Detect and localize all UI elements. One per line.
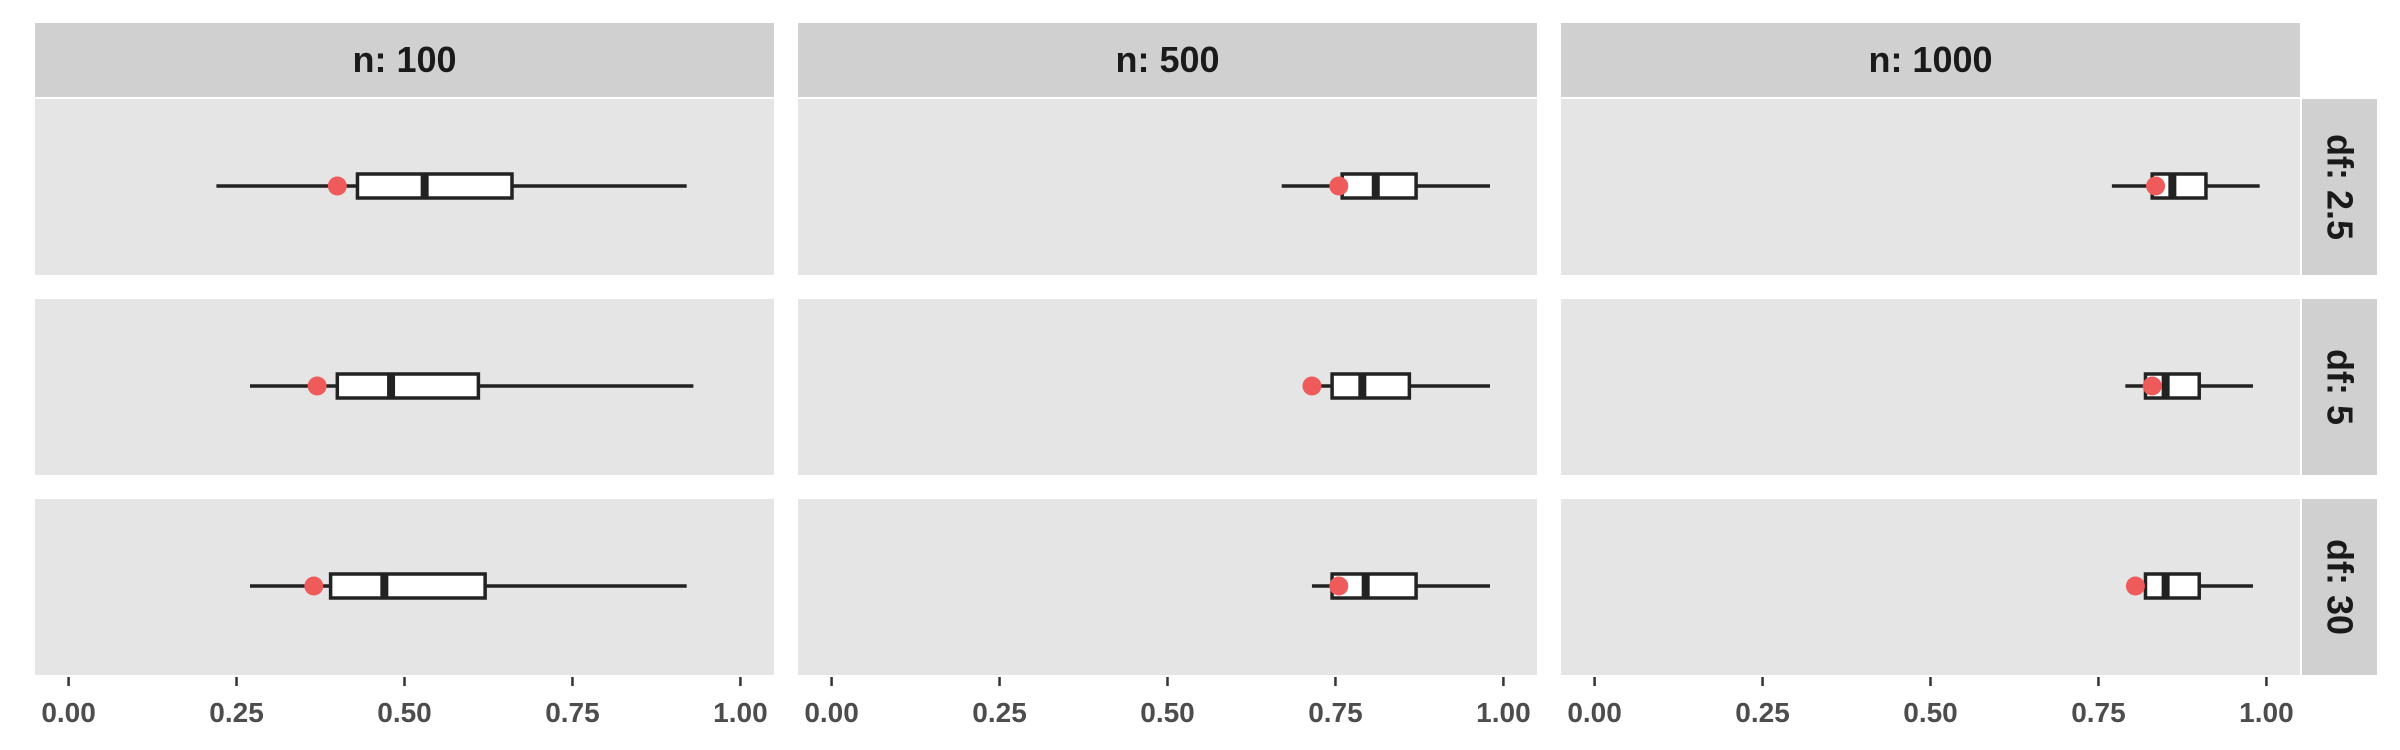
x-tick-label-n-500-1: 0.25 bbox=[972, 697, 1027, 728]
facet-label-n-1000: n: 1000 bbox=[1868, 39, 1992, 80]
box-n-1000-df-30 bbox=[2143, 572, 2201, 600]
point-n-1000-df-2-5 bbox=[2146, 176, 2166, 196]
facet-label-n-100: n: 100 bbox=[352, 39, 456, 80]
facet-label-df-5: df: 5 bbox=[2320, 349, 2361, 425]
facet-label-df-30: df: 30 bbox=[2320, 539, 2361, 635]
facet-label-n-500: n: 500 bbox=[1115, 39, 1219, 80]
box-n-500-df-5 bbox=[1330, 372, 1412, 400]
x-tick-label-n-500-2: 0.50 bbox=[1140, 697, 1195, 728]
box-n-100-df-5 bbox=[335, 372, 481, 400]
point-n-1000-df-30 bbox=[2125, 576, 2145, 596]
point-n-500-df-30 bbox=[1329, 576, 1349, 596]
x-tick-label-n-1000-0: 0.00 bbox=[1567, 697, 1622, 728]
facet-strip-n-100 bbox=[35, 23, 774, 97]
x-tick-label-n-100-0: 0.00 bbox=[41, 697, 96, 728]
x-tick-label-n-100-1: 0.25 bbox=[209, 697, 264, 728]
x-tick-label-n-1000-3: 0.75 bbox=[2071, 697, 2126, 728]
point-n-100-df-2-5 bbox=[327, 176, 347, 196]
facet-strip-n-1000 bbox=[1561, 23, 2300, 97]
point-n-1000-df-5 bbox=[2142, 376, 2162, 396]
facet-label-df-2-5: df: 2.5 bbox=[2320, 134, 2361, 240]
facet-strip-df-2-5 bbox=[2302, 99, 2377, 275]
x-tick-label-n-1000-2: 0.50 bbox=[1903, 697, 1958, 728]
box-n-100-df-30 bbox=[328, 572, 487, 600]
x-tick-label-n-100-3: 0.75 bbox=[545, 697, 600, 728]
x-tick-label-n-500-4: 1.00 bbox=[1476, 697, 1531, 728]
point-n-500-df-5 bbox=[1302, 376, 1322, 396]
facet-strip-df-30 bbox=[2302, 499, 2377, 675]
box-n-100-df-2-5 bbox=[355, 172, 514, 200]
point-n-100-df-5 bbox=[307, 376, 327, 396]
x-tick-label-n-500-3: 0.75 bbox=[1308, 697, 1363, 728]
x-tick-label-n-1000-4: 1.00 bbox=[2239, 697, 2294, 728]
facet-strip-df-5 bbox=[2302, 299, 2377, 475]
x-tick-label-n-100-2: 0.50 bbox=[377, 697, 432, 728]
point-n-100-df-30 bbox=[304, 576, 324, 596]
facet-strip-n-500 bbox=[798, 23, 1537, 97]
x-tick-label-n-500-0: 0.00 bbox=[804, 697, 859, 728]
point-n-500-df-2-5 bbox=[1329, 176, 1349, 196]
x-tick-label-n-100-4: 1.00 bbox=[713, 697, 768, 728]
x-tick-label-n-1000-1: 0.25 bbox=[1735, 697, 1790, 728]
